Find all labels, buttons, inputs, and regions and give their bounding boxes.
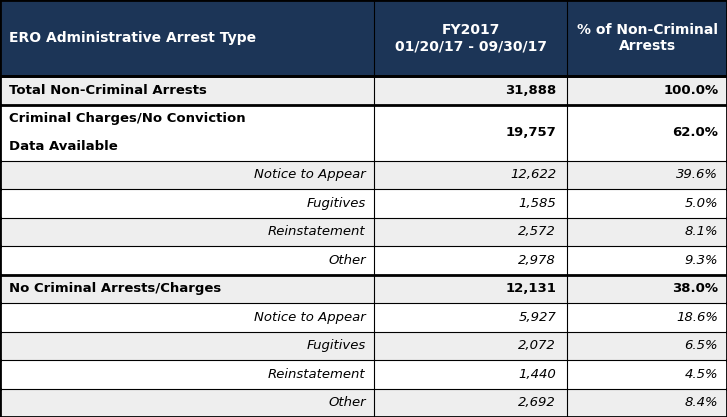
Text: 62.0%: 62.0% (672, 126, 718, 139)
Bar (0, 218, 374, 246)
Bar (0, 246, 374, 274)
Bar (374, 246, 567, 274)
Text: Reinstatement: Reinstatement (268, 225, 366, 239)
Text: 39.6%: 39.6% (676, 168, 718, 181)
Bar (0, 161, 374, 189)
Bar (567, 105, 727, 161)
Text: Data Available: Data Available (9, 140, 118, 153)
Text: 2,692: 2,692 (518, 396, 556, 409)
Bar (0, 0, 374, 76)
Text: No Criminal Arrests/Charges: No Criminal Arrests/Charges (9, 282, 221, 295)
Text: Notice to Appear: Notice to Appear (254, 168, 366, 181)
Text: Fugitives: Fugitives (307, 197, 366, 210)
Text: Fugitives: Fugitives (307, 339, 366, 352)
Bar (567, 332, 727, 360)
Bar (374, 218, 567, 246)
Bar (0, 189, 374, 218)
Text: ERO Administrative Arrest Type: ERO Administrative Arrest Type (9, 31, 256, 45)
Text: 4.5%: 4.5% (685, 368, 718, 381)
Text: 19,757: 19,757 (505, 126, 556, 139)
Text: 8.1%: 8.1% (685, 225, 718, 239)
Bar (567, 189, 727, 218)
Text: 1,585: 1,585 (518, 197, 556, 210)
Text: Reinstatement: Reinstatement (268, 368, 366, 381)
Bar (374, 0, 567, 76)
Text: FY2017
01/20/17 - 09/30/17: FY2017 01/20/17 - 09/30/17 (395, 23, 547, 53)
Bar (0, 360, 374, 389)
Text: 100.0%: 100.0% (663, 84, 718, 97)
Text: 8.4%: 8.4% (685, 396, 718, 409)
Text: Total Non-Criminal Arrests: Total Non-Criminal Arrests (9, 84, 206, 97)
Text: 18.6%: 18.6% (676, 311, 718, 324)
Text: Criminal Charges/No Conviction: Criminal Charges/No Conviction (9, 112, 245, 125)
Bar (567, 274, 727, 303)
Text: % of Non-Criminal
Arrests: % of Non-Criminal Arrests (577, 23, 718, 53)
Bar (567, 161, 727, 189)
Bar (374, 105, 567, 161)
Bar (374, 274, 567, 303)
Bar (0, 76, 374, 105)
Bar (567, 303, 727, 332)
Bar (567, 360, 727, 389)
Text: 5.0%: 5.0% (685, 197, 718, 210)
Text: 5,927: 5,927 (518, 311, 556, 324)
Text: 31,888: 31,888 (505, 84, 556, 97)
Text: Notice to Appear: Notice to Appear (254, 311, 366, 324)
Bar (567, 0, 727, 76)
Text: 38.0%: 38.0% (672, 282, 718, 295)
Bar (0, 332, 374, 360)
Bar (0, 274, 374, 303)
Bar (0, 105, 374, 161)
Bar (374, 303, 567, 332)
Bar (374, 360, 567, 389)
Bar (374, 332, 567, 360)
Bar (567, 218, 727, 246)
Bar (374, 189, 567, 218)
Text: 2,572: 2,572 (518, 225, 556, 239)
Text: Other: Other (328, 254, 366, 267)
Text: 2,072: 2,072 (518, 339, 556, 352)
Bar (567, 389, 727, 417)
Text: 9.3%: 9.3% (685, 254, 718, 267)
Text: 1,440: 1,440 (518, 368, 556, 381)
Bar (374, 76, 567, 105)
Bar (374, 389, 567, 417)
Bar (0, 389, 374, 417)
Text: Other: Other (328, 396, 366, 409)
Bar (374, 161, 567, 189)
Bar (567, 246, 727, 274)
Text: 2,978: 2,978 (518, 254, 556, 267)
Text: 12,131: 12,131 (505, 282, 556, 295)
Bar (567, 76, 727, 105)
Text: 6.5%: 6.5% (685, 339, 718, 352)
Text: 12,622: 12,622 (510, 168, 556, 181)
Bar (0, 303, 374, 332)
